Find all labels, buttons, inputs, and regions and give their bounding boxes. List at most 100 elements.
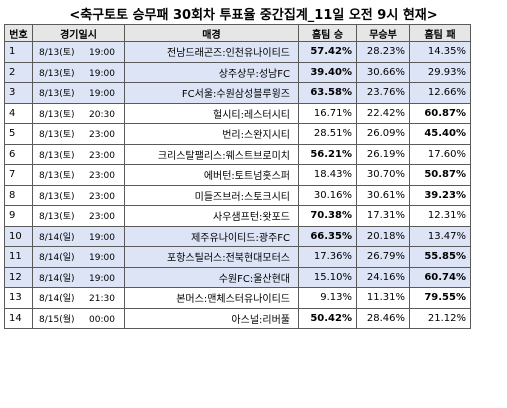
- row-datetime: 8/14(일) 19:00: [32, 225, 125, 247]
- row-draw: 28.23%: [356, 41, 410, 63]
- row-draw: 24.16%: [356, 266, 410, 288]
- table-row: 11 8/14(일) 19:00 포항스틸러스:전북현대모터스 17.36% 26.79%…: [4, 246, 471, 268]
- header-no: 번호: [4, 24, 33, 42]
- row-home-win: 30.16%: [298, 184, 357, 206]
- row-datetime: 8/13(토) 23:00: [32, 184, 125, 206]
- row-draw: 17.31%: [356, 205, 410, 227]
- row-draw: 23.76%: [356, 82, 410, 104]
- row-match: 사우샘프턴:왓포드: [124, 205, 299, 227]
- row-draw: 22.42%: [356, 102, 410, 124]
- header-home-win: 홈팀 승: [298, 24, 357, 42]
- row-match: 상주상무:성남FC: [124, 61, 299, 83]
- row-home-loss: 13.47%: [409, 225, 471, 247]
- row-datetime: 8/15(월) 00:00: [32, 307, 125, 329]
- table-row: 12 8/14(일) 19:00 수원FC:울산현대 15.10% 24.16% 60.74…: [4, 266, 471, 288]
- row-datetime: 8/13(토) 23:00: [32, 143, 125, 165]
- row-date: 8/13(토): [39, 68, 75, 79]
- row-match: 수원FC:울산현대: [124, 266, 299, 288]
- header-home-loss: 홈팀 패: [409, 24, 471, 42]
- row-datetime: 8/14(일) 21:30: [32, 287, 125, 309]
- row-time: 23:00: [89, 150, 115, 161]
- row-draw: 30.66%: [356, 61, 410, 83]
- row-home-win: 66.35%: [298, 225, 357, 247]
- row-time: 23:00: [89, 212, 115, 223]
- row-number: 2: [4, 61, 33, 83]
- row-time: 19:00: [89, 273, 115, 284]
- row-draw: 20.18%: [356, 225, 410, 247]
- row-number: 3: [4, 82, 33, 104]
- row-home-win: 15.10%: [298, 266, 357, 288]
- row-time: 19:00: [89, 89, 115, 100]
- row-time: 19:00: [89, 232, 115, 243]
- row-match: 아스널:리버풀: [124, 307, 299, 329]
- row-date: 8/13(토): [39, 212, 75, 223]
- row-home-win: 17.36%: [298, 246, 357, 268]
- row-home-loss: 50.87%: [409, 164, 471, 186]
- table-row: 9 8/13(토) 23:00 사우샘프턴:왓포드 70.38% 17.31% 12.31%: [4, 205, 471, 227]
- row-draw: 30.61%: [356, 184, 410, 206]
- row-home-win: 16.71%: [298, 102, 357, 124]
- header-draw: 무승부: [356, 24, 410, 42]
- row-home-win: 56.21%: [298, 143, 357, 165]
- table-row: 8 8/13(토) 23:00 미들즈브러:스토크시티 30.16% 30.61% 39.2…: [4, 184, 471, 206]
- row-datetime: 8/13(토) 19:00: [32, 61, 125, 83]
- header-match: 매경: [124, 24, 299, 42]
- row-time: 19:00: [89, 253, 115, 264]
- row-time: 19:00: [89, 68, 115, 79]
- row-home-loss: 55.85%: [409, 246, 471, 268]
- row-datetime: 8/13(토) 23:00: [32, 205, 125, 227]
- row-match: 포항스틸러스:전북현대모터스: [124, 246, 299, 268]
- row-home-win: 57.42%: [298, 41, 357, 63]
- row-time: 23:00: [89, 171, 115, 182]
- row-date: 8/14(일): [39, 294, 75, 305]
- row-number: 9: [4, 205, 33, 227]
- row-home-loss: 79.55%: [409, 287, 471, 309]
- table-row: 3 8/13(토) 19:00 FC서울:수원삼성블루윙즈 63.58% 23.76% 12…: [4, 82, 471, 104]
- row-match: 번리:스완지시티: [124, 123, 299, 145]
- row-draw: 26.09%: [356, 123, 410, 145]
- row-home-win: 39.40%: [298, 61, 357, 83]
- row-number: 6: [4, 143, 33, 165]
- row-number: 5: [4, 123, 33, 145]
- row-date: 8/13(토): [39, 150, 75, 161]
- row-number: 1: [4, 41, 33, 63]
- row-date: 8/13(토): [39, 191, 75, 202]
- row-datetime: 8/13(토) 23:00: [32, 164, 125, 186]
- row-number: 13: [4, 287, 33, 309]
- row-datetime: 8/14(일) 19:00: [32, 246, 125, 268]
- row-time: 19:00: [89, 48, 115, 59]
- table-row: 14 8/15(월) 00:00 아스널:리버풀 50.42% 28.46% 21.12%: [4, 307, 471, 329]
- row-date: 8/13(토): [39, 171, 75, 182]
- row-number: 7: [4, 164, 33, 186]
- row-draw: 26.79%: [356, 246, 410, 268]
- row-home-loss: 45.40%: [409, 123, 471, 145]
- row-date: 8/14(일): [39, 232, 75, 243]
- row-draw: 30.70%: [356, 164, 410, 186]
- table-row: 13 8/14(일) 21:30 본머스:맨체스터유나이티드 9.13% 11.31% 79…: [4, 287, 471, 309]
- row-number: 10: [4, 225, 33, 247]
- row-home-loss: 12.66%: [409, 82, 471, 104]
- row-match: FC서울:수원삼성블루윙즈: [124, 82, 299, 104]
- row-home-loss: 17.60%: [409, 143, 471, 165]
- row-draw: 11.31%: [356, 287, 410, 309]
- row-draw: 26.19%: [356, 143, 410, 165]
- row-home-loss: 60.74%: [409, 266, 471, 288]
- row-home-win: 70.38%: [298, 205, 357, 227]
- row-number: 4: [4, 102, 33, 124]
- row-date: 8/13(토): [39, 48, 75, 59]
- row-datetime: 8/13(토) 23:00: [32, 123, 125, 145]
- table-row: 10 8/14(일) 19:00 제주유나이티드:광주FC 66.35% 20.18% 13…: [4, 225, 471, 247]
- row-home-loss: 12.31%: [409, 205, 471, 227]
- row-number: 8: [4, 184, 33, 206]
- row-date: 8/13(토): [39, 109, 75, 120]
- row-date: 8/13(토): [39, 89, 75, 100]
- row-datetime: 8/13(토) 19:00: [32, 41, 125, 63]
- row-home-win: 63.58%: [298, 82, 357, 104]
- row-number: 12: [4, 266, 33, 288]
- header-datetime: 경기일시: [32, 24, 125, 42]
- row-home-win: 50.42%: [298, 307, 357, 329]
- row-match: 미들즈브러:스토크시티: [124, 184, 299, 206]
- row-datetime: 8/13(토) 19:00: [32, 82, 125, 104]
- row-time: 23:00: [89, 191, 115, 202]
- row-home-loss: 14.35%: [409, 41, 471, 63]
